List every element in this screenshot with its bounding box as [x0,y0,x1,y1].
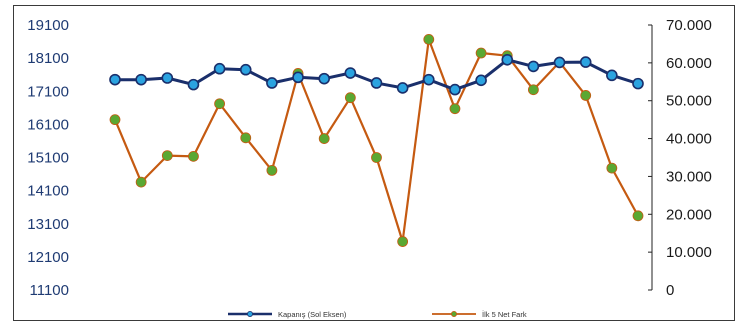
data-point-kapanis [632,77,644,90]
data-point-net-fark [266,164,278,176]
data-point-kapanis [527,60,540,73]
legend-label: İlk 5 Net Fark [482,310,527,319]
right-tick-label: 60.000 [666,55,712,72]
data-point-net-fark [214,98,226,110]
right-tick-label: 20.000 [666,206,712,223]
data-point-net-fark [344,92,356,104]
data-point-kapanis [318,72,331,85]
right-axis: 0 10.000 20.000 30.000 40.000 50.000 60.000 70.… [648,17,712,299]
data-point-net-fark [397,236,409,247]
data-point-kapanis [344,67,357,79]
series-line-net-fark [113,38,639,243]
series-layer [109,33,644,247]
data-point-net-fark [449,103,461,115]
right-tick-label: 10.000 [666,244,712,261]
left-tick-label: 17100 [27,83,69,100]
left-axis: 11100 12100 13100 14100 15100 16100 17100 18100… [27,17,69,299]
legend-marker-swatch [246,310,253,317]
left-tick-label: 12100 [27,249,69,266]
left-tick-label: 16100 [27,116,69,133]
left-tick-label: 13100 [27,216,69,233]
right-tick-label: 30.000 [666,168,712,185]
data-point-net-fark [606,162,618,174]
right-tick-label: 50.000 [666,93,712,110]
legend-marker-swatch [450,310,457,317]
data-point-net-fark [423,33,435,45]
left-tick-label: 19100 [27,17,69,34]
data-point-kapanis [501,53,514,66]
data-point-kapanis [553,56,566,69]
right-tick-label: 70.000 [666,17,712,34]
data-point-kapanis [396,82,409,94]
data-point-net-fark [135,176,147,188]
data-point-kapanis [606,69,618,82]
data-point-net-fark [240,132,252,144]
left-tick-label: 18100 [27,50,69,67]
legend: Kapanış (Sol Eksen) İlk 5 Net Fark [228,310,527,319]
data-point-kapanis [266,77,278,89]
data-point-net-fark [188,150,199,162]
data-point-kapanis [213,62,226,75]
data-point-kapanis [422,73,435,86]
data-point-kapanis [449,83,461,96]
data-point-kapanis [161,72,174,84]
data-point-net-fark [580,90,592,101]
right-tick-label: 40.000 [666,131,712,148]
left-tick-label: 14100 [27,183,69,200]
data-point-kapanis [135,73,147,86]
left-tick-label: 11100 [30,282,70,299]
data-point-net-fark [528,84,539,96]
data-point-net-fark [109,114,121,126]
data-point-kapanis [370,77,383,89]
legend-label: Kapanış (Sol Eksen) [278,310,347,319]
data-point-net-fark [475,47,487,59]
data-point-net-fark [371,152,382,163]
right-tick-label: 0 [666,282,674,299]
data-point-kapanis [109,73,121,86]
data-point-net-fark [318,133,330,144]
data-point-kapanis [292,71,304,84]
data-point-kapanis [475,74,487,87]
data-point-kapanis [239,63,252,76]
data-point-kapanis [579,56,592,68]
data-point-kapanis [187,78,200,91]
left-tick-label: 15100 [27,150,69,167]
data-point-net-fark [161,150,173,162]
data-point-net-fark [632,210,644,222]
